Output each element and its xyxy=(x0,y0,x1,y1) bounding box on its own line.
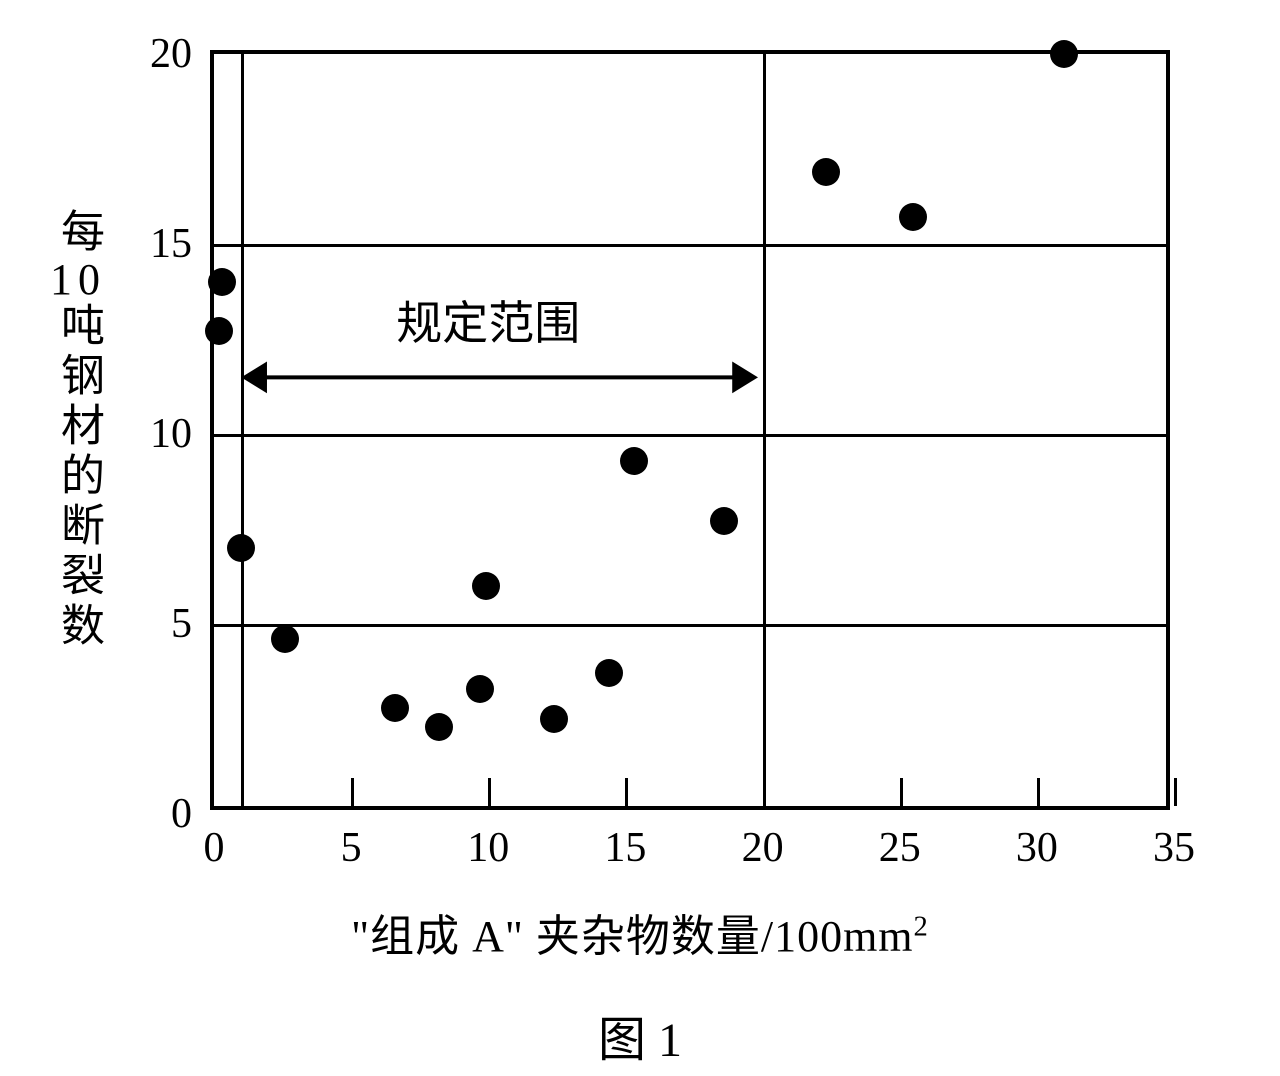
data-point xyxy=(472,572,500,600)
grid-line-horizontal xyxy=(214,434,1166,437)
x-tick xyxy=(1037,778,1040,806)
data-point xyxy=(205,317,233,345)
y-axis-label: 每10吨钢材的断裂数 xyxy=(50,60,106,800)
plot-wrap: 0510152025303505101520规定范围 xyxy=(210,50,1170,810)
data-point xyxy=(1050,40,1078,68)
annotation-label: 规定范围 xyxy=(396,287,580,353)
x-tick-label: 10 xyxy=(467,824,509,872)
x-tick-label: 25 xyxy=(879,824,921,872)
x-tick xyxy=(351,778,354,806)
figure-caption: 图 1 xyxy=(60,1000,1220,1070)
grid-line-horizontal xyxy=(214,244,1166,247)
range-arrow-head-left xyxy=(241,362,267,394)
x-tick xyxy=(900,778,903,806)
y-tick-label: 15 xyxy=(150,220,192,268)
grid-line-vertical xyxy=(763,54,766,806)
data-point xyxy=(899,203,927,231)
xlabel-text: "组成 A" 夹杂物数量/100mm xyxy=(351,912,913,961)
data-point xyxy=(540,705,568,733)
x-axis-label: "组成 A" 夹杂物数量/100mm2 xyxy=(60,900,1220,964)
arrow-layer xyxy=(214,54,1166,806)
data-point xyxy=(812,158,840,186)
y-tick-label: 10 xyxy=(150,410,192,458)
data-point xyxy=(595,659,623,687)
plot-area: 0510152025303505101520规定范围 xyxy=(210,50,1170,810)
ylabel-suffix: 吨钢材的断裂数 xyxy=(54,302,103,652)
range-start-line xyxy=(241,54,244,806)
data-point xyxy=(381,694,409,722)
range-arrow-head-right xyxy=(732,362,758,394)
x-tick-label: 20 xyxy=(742,824,784,872)
ylabel-number: 10 xyxy=(50,258,106,302)
x-tick-label: 30 xyxy=(1016,824,1058,872)
x-tick xyxy=(1174,778,1177,806)
x-tick xyxy=(488,778,491,806)
x-tick-label: 0 xyxy=(204,824,225,872)
grid-line-horizontal xyxy=(214,624,1166,627)
x-tick xyxy=(625,778,628,806)
x-tick-label: 15 xyxy=(604,824,646,872)
data-point xyxy=(620,447,648,475)
x-tick-label: 35 xyxy=(1153,824,1195,872)
y-tick-label: 5 xyxy=(171,600,192,648)
data-point xyxy=(271,625,299,653)
data-point xyxy=(208,268,236,296)
y-tick-label: 0 xyxy=(171,790,192,838)
y-tick-label: 20 xyxy=(150,30,192,78)
figure-container: 每10吨钢材的断裂数 0510152025303505101520规定范围 "组… xyxy=(60,30,1220,1030)
data-point xyxy=(466,675,494,703)
x-tick-label: 5 xyxy=(341,824,362,872)
data-point xyxy=(227,534,255,562)
data-point xyxy=(710,507,738,535)
xlabel-superscript: 2 xyxy=(914,911,929,942)
data-point xyxy=(425,713,453,741)
x-tick xyxy=(763,778,766,806)
ylabel-prefix: 每 xyxy=(54,208,103,258)
